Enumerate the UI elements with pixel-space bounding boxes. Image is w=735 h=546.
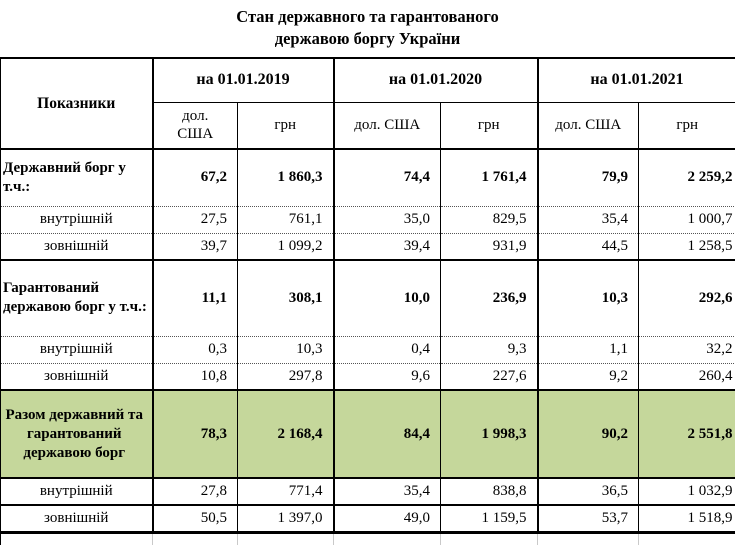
value-cell: 35,4 [536, 206, 639, 233]
unit-header-usd-2020: дол. США [332, 102, 441, 149]
value-cell: 1 761,4 [440, 149, 538, 206]
value-cell: 9,2 [536, 363, 639, 390]
value-cell: 838,8 [440, 478, 538, 505]
partial-cell [537, 532, 639, 545]
row-label: Державний борг у т.ч.: [3, 159, 126, 195]
value-cell: 308,1 [237, 260, 334, 336]
table-row-guaranteed-debt: Гарантований державою борг у т.ч.: 11,1 … [0, 260, 735, 336]
value-cell: 27,5 [151, 206, 238, 233]
table-row-total: Разом державний та гарантований державою… [0, 390, 735, 478]
indicators-header: Показники [37, 94, 116, 112]
value-cell: 9,3 [440, 336, 538, 363]
row-label: зовнішній [44, 237, 109, 254]
date-header-2019: на 01.01.2019 [151, 58, 334, 102]
value-cell: 35,0 [332, 206, 441, 233]
value-cell: 10,3 [237, 336, 334, 363]
date-header-2021: на 01.01.2021 [536, 58, 735, 102]
partial-cell [333, 532, 441, 545]
value-cell: 27,8 [151, 478, 238, 505]
value-cell: 761,1 [237, 206, 334, 233]
value-cell: 1 000,7 [638, 206, 735, 233]
unit-header-uah-2021: грн [638, 102, 735, 149]
row-label: внутрішній [39, 483, 113, 499]
table-row-state-external: зовнішній 39,7 1 099,2 39,4 931,9 44,5 1… [0, 233, 735, 260]
table-row-total-external: зовнішній 50,5 1 397,0 49,0 1 159,5 53,7… [0, 505, 735, 532]
table-row-guaranteed-external: зовнішній 10,8 297,8 9,6 227,6 9,2 260,4 [0, 363, 735, 390]
value-cell: 1 518,9 [638, 505, 735, 532]
value-cell: 36,5 [536, 478, 639, 505]
unit-header-usd-2019: дол. США [151, 102, 238, 149]
value-cell: 771,4 [237, 478, 334, 505]
table-title-line2: державою боргу України [274, 29, 461, 48]
value-cell: 1 099,2 [237, 233, 334, 260]
value-cell: 84,4 [332, 390, 441, 478]
value-cell: 1 258,5 [638, 233, 735, 260]
partial-next-row [0, 532, 735, 545]
partial-cell [237, 532, 334, 545]
value-cell: 39,7 [151, 233, 238, 260]
unit-header-usd-2019-text: дол. США [177, 108, 214, 143]
value-cell: 35,4 [332, 478, 441, 505]
row-label: внутрішній [39, 341, 113, 357]
value-cell: 53,7 [536, 505, 639, 532]
value-cell: 297,8 [237, 363, 334, 390]
value-cell: 1 159,5 [440, 505, 538, 532]
row-label: зовнішній [44, 367, 109, 384]
value-cell: 10,8 [151, 363, 238, 390]
value-cell: 67,2 [151, 149, 238, 206]
value-cell: 10,3 [536, 260, 639, 336]
row-label: Гарантований державою борг у т.ч.: [3, 280, 147, 316]
partial-cell [152, 532, 238, 545]
value-cell: 931,9 [440, 233, 538, 260]
unit-header-uah-2019: грн [237, 102, 334, 149]
partial-cell [440, 532, 538, 545]
table-row-state-internal: внутрішній 27,5 761,1 35,0 829,5 35,4 1 … [0, 206, 735, 233]
value-cell: 0,3 [151, 336, 238, 363]
value-cell: 236,9 [440, 260, 538, 336]
row-label: внутрішній [39, 211, 113, 227]
value-cell: 260,4 [638, 363, 735, 390]
partial-cell [0, 532, 153, 545]
header-row-units: дол. США грн дол. США грн дол. США грн [0, 102, 735, 149]
value-cell: 1 860,3 [237, 149, 334, 206]
value-cell: 2 551,8 [638, 390, 735, 478]
table-title-line1: Стан державного та гарантованого [236, 7, 499, 26]
value-cell: 1 032,9 [638, 478, 735, 505]
value-cell: 39,4 [332, 233, 441, 260]
value-cell: 79,9 [536, 149, 639, 206]
unit-header-usd-2021: дол. США [536, 102, 639, 149]
table-title: Стан державного та гарантованого державо… [0, 0, 735, 57]
value-cell: 74,4 [332, 149, 441, 206]
value-cell: 292,6 [638, 260, 735, 336]
value-cell: 90,2 [536, 390, 639, 478]
table-row-state-debt: Державний борг у т.ч.: 67,2 1 860,3 74,4… [0, 149, 735, 206]
value-cell: 227,6 [440, 363, 538, 390]
value-cell: 829,5 [440, 206, 538, 233]
value-cell: 78,3 [151, 390, 238, 478]
value-cell: 49,0 [332, 505, 441, 532]
value-cell: 11,1 [151, 260, 238, 336]
unit-header-uah-2020: грн [440, 102, 538, 149]
debt-table: Показники на 01.01.2019 на 01.01.2020 на… [0, 57, 735, 545]
value-cell: 9,6 [332, 363, 441, 390]
date-header-2020: на 01.01.2020 [332, 58, 538, 102]
value-cell: 2 168,4 [237, 390, 334, 478]
partial-cell [638, 532, 735, 545]
table-row-guaranteed-internal: внутрішній 0,3 10,3 0,4 9,3 1,1 32,2 [0, 336, 735, 363]
value-cell: 10,0 [332, 260, 441, 336]
value-cell: 0,4 [332, 336, 441, 363]
value-cell: 44,5 [536, 233, 639, 260]
table-row-total-internal: внутрішній 27,8 771,4 35,4 838,8 36,5 1 … [0, 478, 735, 505]
row-label: зовнішній [44, 509, 109, 526]
value-cell: 1,1 [536, 336, 639, 363]
value-cell: 32,2 [638, 336, 735, 363]
value-cell: 1 397,0 [237, 505, 334, 532]
header-row-dates: Показники на 01.01.2019 на 01.01.2020 на… [0, 58, 735, 112]
value-cell: 2 259,2 [638, 149, 735, 206]
value-cell: 50,5 [151, 505, 238, 532]
row-label: Разом державний та гарантований державою… [0, 390, 153, 478]
value-cell: 1 998,3 [440, 390, 538, 478]
